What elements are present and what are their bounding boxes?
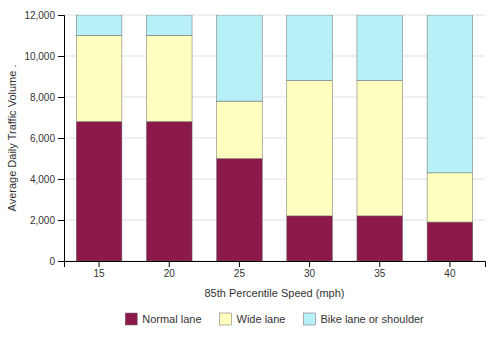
bar — [427, 15, 473, 173]
x-axis: 15 20 25 30 35 40 — [65, 261, 486, 279]
grid-line — [64, 15, 485, 16]
tick-mark — [58, 138, 64, 139]
tick: 8,000 — [30, 92, 64, 103]
tick: 12,000 — [24, 10, 64, 21]
axis-line — [65, 262, 486, 268]
bars — [76, 15, 472, 261]
legend-label: Wide lane — [237, 313, 286, 325]
tick-mark — [58, 179, 64, 180]
y-axis: 0 2,000 4,000 6,000 8,000 10,000 12,000 — [24, 10, 64, 267]
tick-label: 0 — [49, 256, 55, 267]
series — [76, 122, 472, 261]
legend-swatch — [220, 313, 232, 325]
tick: 4,000 — [30, 174, 64, 185]
tick-mark — [58, 56, 64, 57]
tick-mark — [449, 261, 450, 267]
tick-mark — [58, 97, 64, 98]
series — [76, 36, 472, 223]
bar — [76, 36, 122, 122]
tick-mark — [58, 261, 64, 262]
grid-line — [64, 138, 485, 139]
chart: 15 20 25 30 35 40 0 2,000 4,000 6,000 8,000 10,000 1… — [0, 0, 500, 343]
series — [76, 15, 472, 173]
tick: 20 — [164, 261, 176, 279]
x-axis-title: 85th Percentile Speed (mph) — [204, 287, 344, 299]
grid — [64, 15, 485, 261]
grid-line — [64, 179, 485, 180]
tick-mark — [58, 15, 64, 16]
bar — [76, 122, 122, 261]
tick-label: 4,000 — [30, 174, 55, 185]
tick: 35 — [374, 261, 386, 279]
tick-label: 10,000 — [24, 51, 55, 62]
tick-label: 30 — [304, 268, 316, 279]
grid-line — [64, 56, 485, 57]
tick: 0 — [49, 256, 64, 267]
bar — [146, 15, 192, 36]
bar — [287, 216, 333, 261]
tick-label: 40 — [444, 268, 456, 279]
legend: Normal lane Wide lane Bike lane or shoulde… — [125, 313, 424, 325]
bar — [146, 122, 192, 261]
bar — [357, 81, 403, 216]
tick-mark — [309, 261, 310, 267]
tick-label: 15 — [94, 268, 106, 279]
plot: 15 20 25 30 35 40 0 2,000 4,000 6,000 8,000 10,000 1… — [24, 10, 485, 279]
grid-line — [64, 220, 485, 221]
tick-mark — [239, 261, 240, 267]
tick: 10,000 — [24, 51, 64, 62]
tick-label: 25 — [234, 268, 246, 279]
bar — [146, 36, 192, 122]
tick-mark — [99, 261, 100, 267]
bar — [217, 15, 263, 101]
legend-label: Normal lane — [142, 313, 201, 325]
y-axis-title: Average Daily Traffic Volume . — [6, 65, 18, 212]
legend-swatch — [125, 313, 137, 325]
bar — [287, 81, 333, 216]
tick-mark — [169, 261, 170, 267]
legend-label: Bike lane or shoulder — [320, 313, 424, 325]
bar — [217, 101, 263, 158]
tick: 2,000 — [30, 215, 64, 226]
tick-label: 6,000 — [30, 133, 55, 144]
bar — [427, 222, 473, 261]
tick: 40 — [444, 261, 456, 279]
legend-item: Bike lane or shoulder — [303, 313, 424, 325]
tick-label: 35 — [374, 268, 386, 279]
axis-line — [58, 16, 65, 262]
bar — [357, 216, 403, 261]
bar — [287, 15, 333, 81]
tick: 15 — [94, 261, 106, 279]
tick-label: 8,000 — [30, 92, 55, 103]
bar — [427, 173, 473, 222]
bar — [357, 15, 403, 81]
tick: 30 — [304, 261, 316, 279]
legend-item: Wide lane — [220, 313, 286, 325]
tick: 6,000 — [30, 133, 64, 144]
tick-label: 20 — [164, 268, 176, 279]
tick-mark — [379, 261, 380, 267]
bar — [217, 159, 263, 262]
tick-mark — [58, 220, 64, 221]
bar — [76, 15, 122, 36]
legend-swatch — [303, 313, 315, 325]
grid-line — [64, 97, 485, 98]
tick-label: 2,000 — [30, 215, 55, 226]
tick: 25 — [234, 261, 246, 279]
tick-label: 12,000 — [24, 10, 55, 21]
legend-item: Normal lane — [125, 313, 201, 325]
